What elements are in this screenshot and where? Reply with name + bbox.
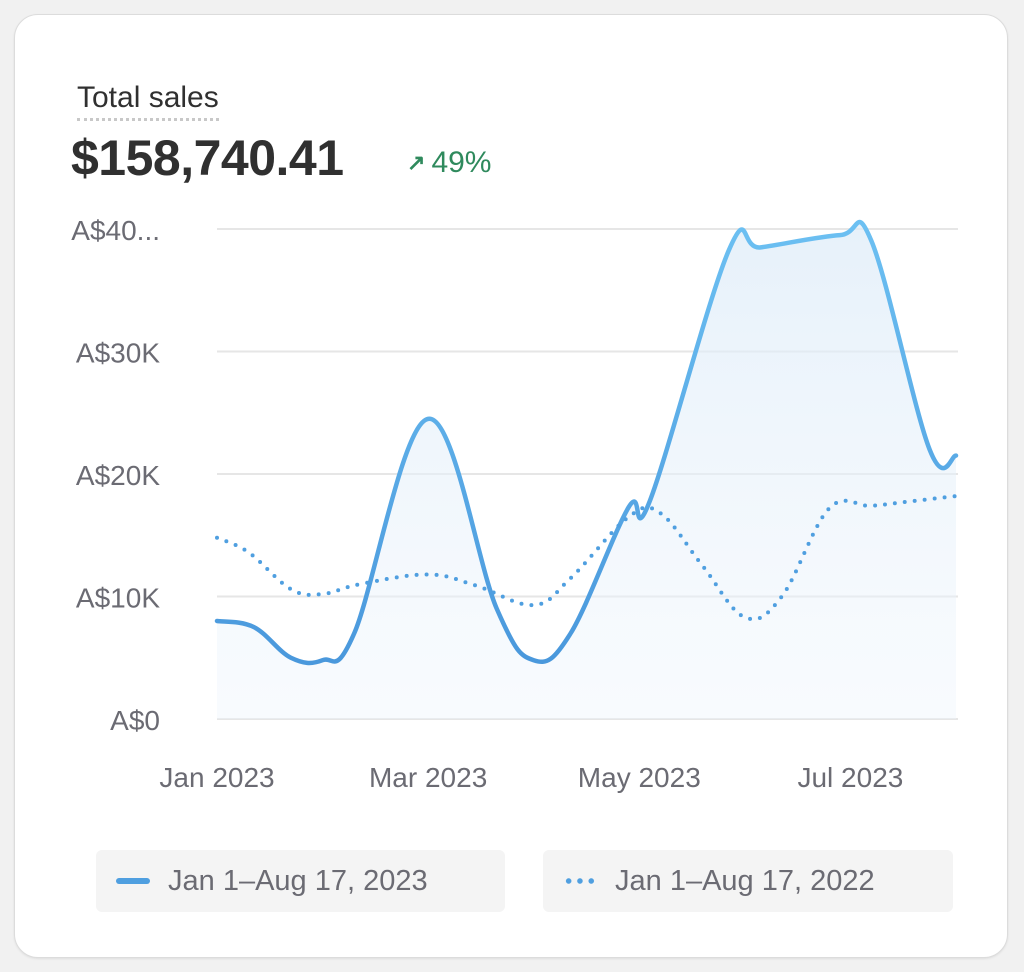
x-tick-label: May 2023 [578, 762, 701, 793]
legend-item-2023[interactable]: Jan 1–Aug 17, 2023 [96, 850, 505, 912]
series-line-2022[interactable] [215, 494, 958, 622]
change-badge: ↗ 49% [407, 146, 491, 180]
series-area-fill [217, 222, 956, 720]
x-tick-label: Jan 2023 [159, 762, 274, 793]
x-tick-label: Mar 2023 [369, 762, 487, 793]
solid-line-swatch-icon [116, 878, 150, 884]
legend-item-2022[interactable]: Jan 1–Aug 17, 2022 [543, 850, 953, 912]
legend-label: Jan 1–Aug 17, 2022 [615, 864, 875, 897]
legend-label: Jan 1–Aug 17, 2023 [168, 864, 428, 897]
x-tick-label: Jul 2023 [797, 762, 903, 793]
total-sales-value: $158,740.41 [71, 130, 344, 186]
y-tick-label: A$10K [76, 583, 160, 614]
y-tick-label: A$0 [110, 705, 160, 736]
card-title[interactable]: Total sales [77, 81, 219, 121]
dotted-line-swatch-icon [563, 878, 597, 884]
y-tick-label: A$40... [71, 215, 160, 246]
series-line-2023[interactable] [214, 219, 959, 666]
arrow-up-right-icon: ↗ [407, 150, 426, 175]
change-percent: 49% [431, 146, 492, 179]
y-tick-label: A$20K [76, 460, 160, 491]
y-tick-label: A$30K [76, 338, 160, 369]
